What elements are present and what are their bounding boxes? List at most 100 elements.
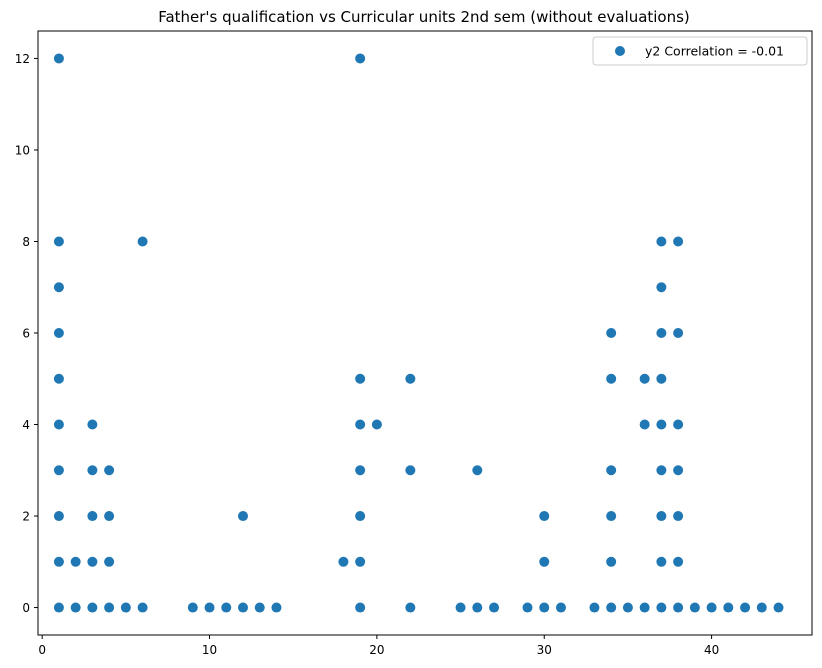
legend-label: y2 Correlation = -0.01: [645, 44, 784, 59]
data-point: [137, 602, 148, 613]
data-point: [53, 556, 64, 567]
y-tick-label: 12: [15, 52, 30, 66]
data-point: [53, 236, 64, 247]
data-point: [656, 602, 667, 613]
data-point: [87, 556, 98, 567]
data-point: [606, 328, 617, 338]
data-point: [673, 465, 684, 476]
data-point: [120, 602, 131, 613]
y-tick-label: 6: [22, 327, 30, 341]
x-tick-label: 0: [38, 643, 46, 657]
data-point: [656, 419, 667, 430]
x-tick-label: 40: [704, 643, 719, 657]
data-point: [355, 511, 366, 522]
data-point: [673, 236, 684, 247]
data-point: [673, 511, 684, 522]
data-point: [639, 419, 650, 430]
data-point: [673, 602, 684, 613]
data-point: [656, 236, 667, 247]
data-point: [606, 511, 617, 522]
data-point: [104, 465, 115, 476]
data-point: [355, 53, 366, 64]
data-point: [104, 602, 115, 613]
data-point: [53, 465, 64, 476]
data-point: [405, 465, 416, 476]
x-tick-label: 20: [369, 643, 384, 657]
data-point: [338, 556, 349, 567]
y-tick-label: 0: [22, 601, 30, 615]
data-point: [104, 556, 115, 567]
data-point: [204, 602, 215, 613]
y-tick-label: 8: [22, 235, 30, 249]
data-point: [87, 511, 98, 522]
data-point: [606, 465, 617, 476]
data-point: [656, 328, 667, 338]
data-point: [656, 556, 667, 567]
data-point: [355, 373, 366, 384]
data-point: [355, 419, 366, 430]
data-point: [405, 373, 416, 384]
data-point: [606, 556, 617, 567]
data-point: [539, 511, 550, 522]
legend-marker: [615, 46, 625, 56]
legend: y2 Correlation = -0.01: [592, 36, 808, 66]
data-point: [87, 465, 98, 476]
data-point: [104, 511, 115, 522]
data-point: [53, 602, 64, 613]
y-tick-label: 10: [15, 143, 30, 157]
data-point: [355, 602, 366, 613]
data-point: [673, 556, 684, 567]
data-point: [137, 236, 148, 247]
data-point: [606, 602, 617, 613]
data-point: [673, 328, 684, 338]
data-point: [238, 511, 249, 522]
data-point: [673, 419, 684, 430]
data-point: [589, 602, 600, 613]
data-point: [522, 602, 533, 613]
data-point: [355, 556, 366, 567]
data-point: [405, 602, 416, 613]
data-point: [371, 419, 382, 430]
data-point: [723, 602, 734, 613]
data-point: [254, 602, 265, 613]
data-point: [656, 282, 667, 293]
data-point: [87, 602, 98, 613]
data-point: [238, 602, 249, 613]
data-point: [489, 602, 500, 613]
data-point: [187, 602, 198, 613]
data-point: [53, 53, 64, 64]
data-point: [53, 419, 64, 430]
data-point: [53, 511, 64, 522]
data-point: [53, 373, 64, 384]
y-tick-label: 2: [22, 510, 30, 524]
axes: 0 10 20 30 40 0 2 4 6 8 10 12: [15, 30, 813, 657]
x-tick-label: 10: [202, 643, 217, 657]
data-point: [70, 602, 81, 613]
data-point: [70, 556, 81, 567]
legend-box: [592, 36, 808, 66]
plot-frame: [37, 30, 813, 636]
data-point: [271, 602, 282, 613]
data-point: [221, 602, 232, 613]
data-point: [622, 602, 633, 613]
data-point: [87, 419, 98, 430]
data-point: [706, 602, 717, 613]
data-points: [53, 53, 784, 613]
data-point: [472, 465, 483, 476]
data-point: [756, 602, 767, 613]
x-tick-label: 30: [537, 643, 552, 657]
y-tick-label: 4: [22, 418, 30, 432]
data-point: [656, 511, 667, 522]
chart-title: Father's qualification vs Curricular uni…: [158, 8, 690, 26]
data-point: [53, 282, 64, 293]
data-point: [539, 556, 550, 567]
data-point: [773, 602, 784, 613]
data-point: [689, 602, 700, 613]
data-point: [606, 373, 617, 384]
data-point: [555, 602, 566, 613]
data-point: [639, 602, 650, 613]
data-point: [472, 602, 483, 613]
data-point: [539, 602, 550, 613]
data-point: [656, 373, 667, 384]
